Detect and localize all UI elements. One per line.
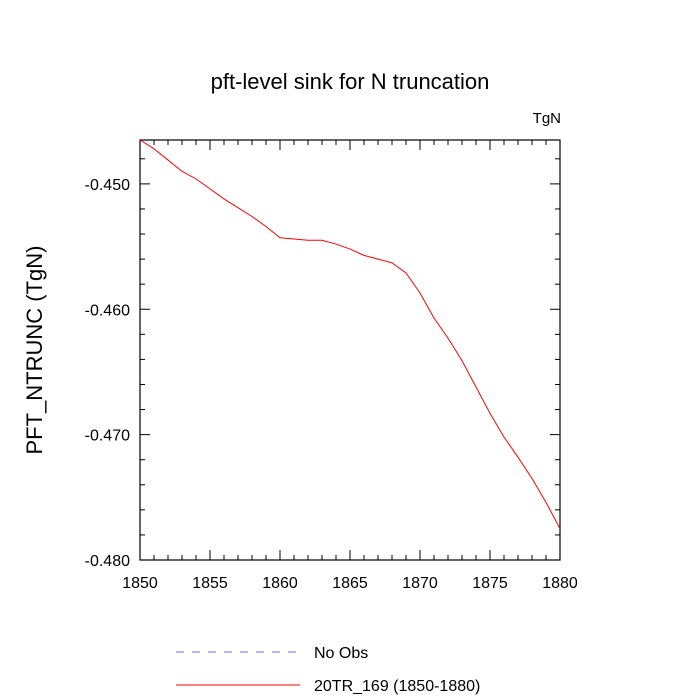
- y-tick-label: -0.460: [85, 302, 130, 319]
- x-tick-label: 1870: [402, 575, 438, 592]
- legend: No Obs 20TR_169 (1850-1880): [176, 645, 480, 695]
- y-axis-label: PFT_NTRUNC (TgN): [22, 246, 47, 455]
- plot-frame: [139, 139, 561, 561]
- x-tick-label: 1855: [192, 575, 228, 592]
- x-tick-label: 1850: [122, 575, 158, 592]
- chart-title: pft-level sink for N truncation: [211, 69, 490, 94]
- y-tick-label: -0.480: [85, 553, 130, 570]
- x-tick-label: 1865: [332, 575, 368, 592]
- x-tick-label: 1880: [542, 575, 578, 592]
- plot-area: 1850 1855 1860 1865 1870 1875 1880 -0.480 -0.470…: [85, 139, 578, 592]
- y-tick-label: -0.470: [85, 428, 130, 445]
- x-tick-label: 1860: [262, 575, 298, 592]
- y-tick-label: -0.450: [85, 177, 130, 194]
- x-tick-label: 1875: [472, 575, 508, 592]
- legend-label: No Obs: [314, 645, 368, 662]
- legend-label: 20TR_169 (1850-1880): [314, 678, 480, 695]
- series-line: [139, 139, 561, 529]
- units-label: TgN: [533, 110, 561, 127]
